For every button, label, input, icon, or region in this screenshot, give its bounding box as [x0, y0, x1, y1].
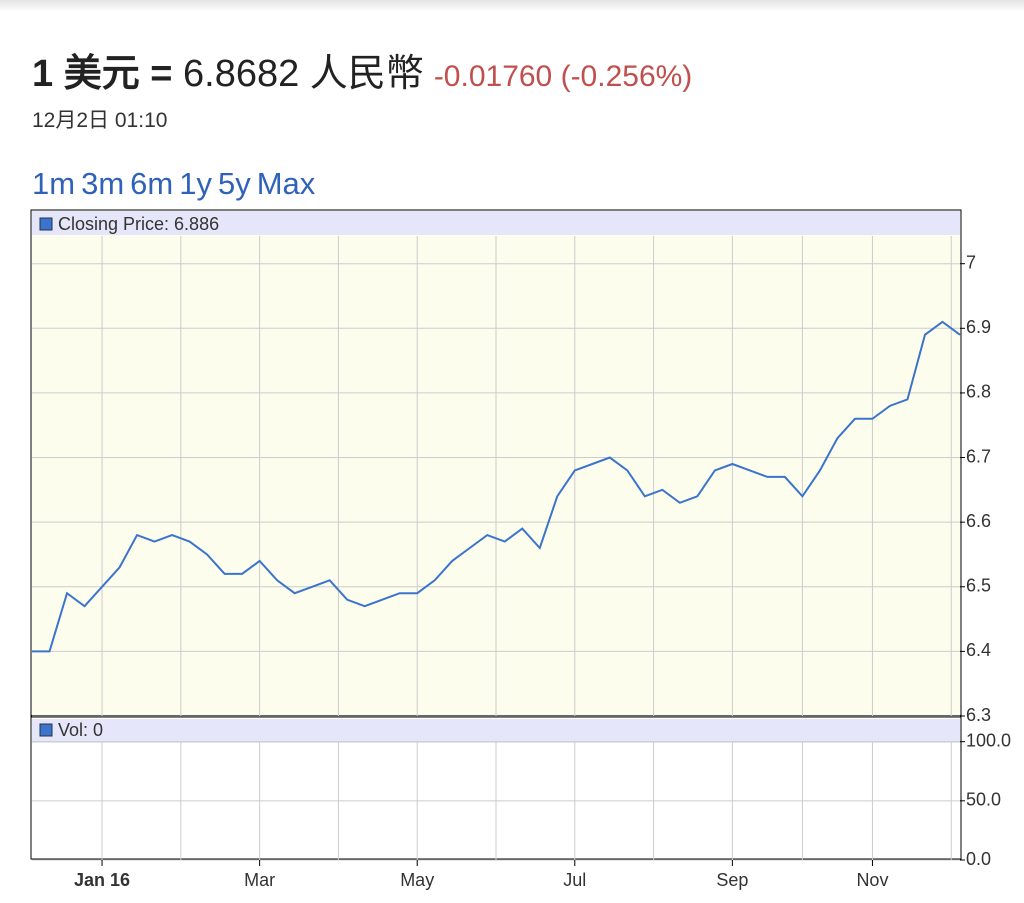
legend-label: Closing Price: 6.886	[58, 214, 219, 234]
y-tick-label: 6.9	[966, 317, 991, 337]
y-tick-label: 100.0	[966, 730, 1011, 750]
y-tick-label: 6.3	[966, 705, 991, 725]
range-button[interactable]: 3m	[81, 166, 125, 201]
legend-swatch	[39, 217, 53, 231]
y-tick-label: 7	[966, 252, 976, 272]
y-tick-label: 6.7	[966, 446, 991, 466]
x-tick-label: Jul	[563, 870, 586, 890]
legend-swatch	[39, 723, 53, 737]
timestamp: 12月2日 01:10	[32, 109, 168, 132]
y-tick-label: 6.4	[966, 640, 991, 660]
rate: 6.8682 人民幣	[183, 53, 424, 95]
y-tick-label: 6.6	[966, 511, 991, 531]
range-button[interactable]: 1y	[179, 166, 212, 201]
price-line	[32, 320, 961, 653]
y-tick-label: 0.0	[966, 849, 991, 869]
price-legend-band	[32, 211, 960, 235]
change: -0.01760 (-0.256%)	[433, 60, 693, 93]
legend-label: Vol: 0	[58, 720, 103, 740]
x-tick-label: May	[400, 870, 434, 890]
x-tick-label: Jan 16	[74, 870, 130, 890]
range-button[interactable]: 6m	[130, 166, 174, 201]
top-bar	[0, 0, 1024, 10]
y-tick-label: 6.8	[966, 382, 991, 402]
x-tick-label: Mar	[244, 870, 275, 890]
quote-title: 1 美元 = 6.8682 人民幣 -0.01760 (-0.256%)	[32, 42, 692, 97]
y-tick-label: 50.0	[966, 790, 1001, 810]
range-button[interactable]: 5y	[217, 166, 251, 201]
y-tick-label: 6.5	[966, 576, 991, 596]
range-buttons: 1m 3m 6m 1y 5y Max	[32, 166, 321, 202]
range-button[interactable]: Max	[256, 166, 316, 201]
volume-legend-band	[32, 719, 960, 743]
base: 1 美元 =	[32, 53, 173, 95]
x-tick-label: Sep	[716, 870, 748, 890]
x-tick-label: Nov	[856, 870, 888, 890]
range-button[interactable]: 1m	[32, 166, 76, 201]
